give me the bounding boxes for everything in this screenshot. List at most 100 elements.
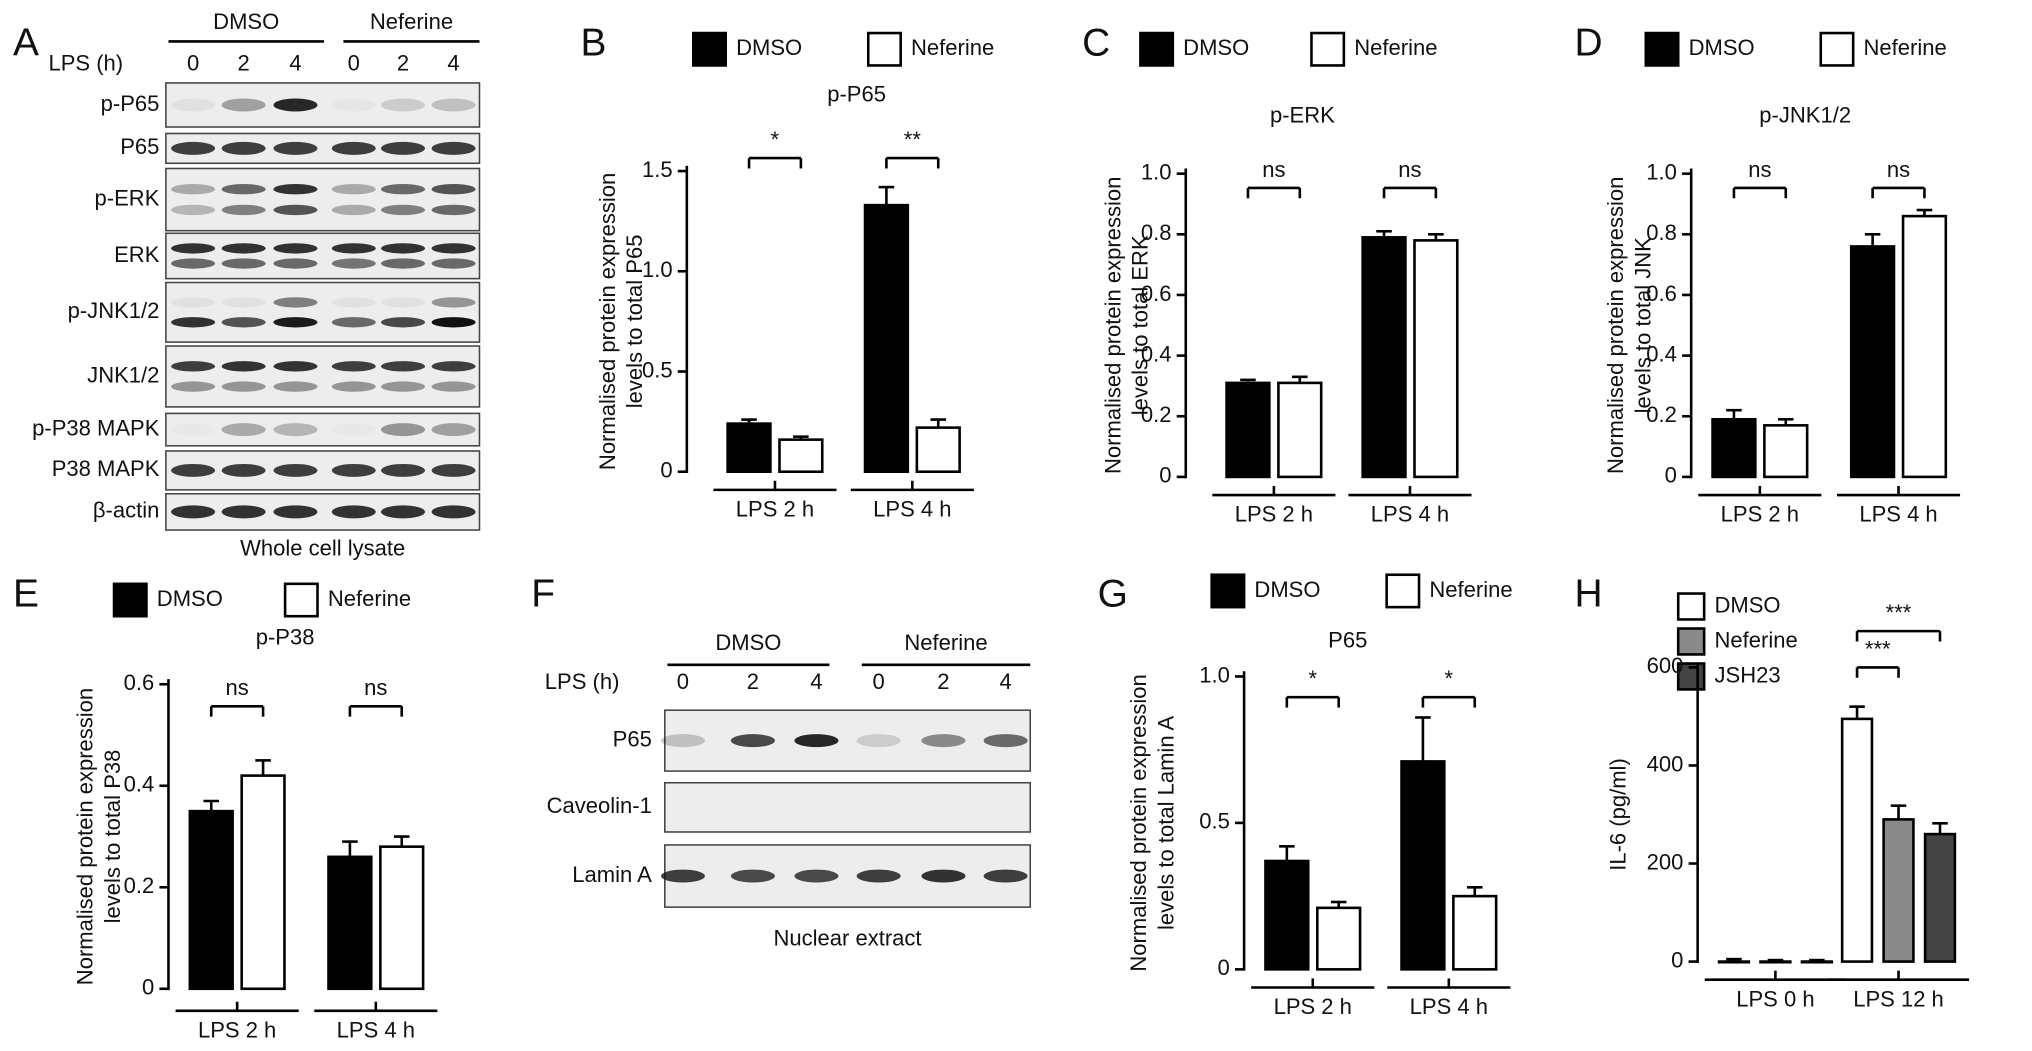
legend-label: DMSO — [1183, 35, 1249, 60]
x-tick-label: LPS 2 h — [736, 496, 814, 521]
band — [381, 98, 426, 112]
band — [431, 258, 476, 269]
legend-swatch — [1676, 592, 1706, 621]
row-label: β-actin — [93, 498, 159, 523]
y-tick-label: 0.6 — [1141, 281, 1172, 306]
band — [331, 243, 376, 254]
band — [221, 258, 266, 269]
chart-subtitle: p-P38 — [256, 625, 315, 650]
y-tick-label: 600 — [1647, 653, 1684, 678]
band — [381, 204, 426, 216]
band — [331, 204, 376, 216]
time: 4 — [289, 51, 301, 76]
band — [921, 869, 966, 883]
band — [273, 381, 318, 392]
sig-label: ns — [1887, 157, 1910, 182]
panel-letter: D — [1575, 22, 1603, 65]
time: 2 — [747, 669, 759, 694]
y-tick-label: 0 — [1665, 463, 1677, 488]
time: 2 — [937, 669, 949, 694]
y-tick-label: 0.6 — [1646, 281, 1677, 306]
sig-label: ns — [1748, 157, 1771, 182]
band — [273, 317, 318, 328]
band — [431, 297, 476, 308]
panel-letter: F — [531, 572, 555, 615]
chart-subtitle: P65 — [1328, 627, 1367, 652]
time: 0 — [873, 669, 885, 694]
y-axis-label: Normalised protein expression — [73, 688, 98, 985]
group-label: Neferine — [370, 9, 453, 34]
group-label: DMSO — [213, 9, 279, 34]
sig-label: * — [771, 127, 780, 152]
blot-strip — [165, 281, 481, 343]
chart-subtitle: p-ERK — [1270, 102, 1335, 127]
row-label: Caveolin-1 — [547, 793, 652, 818]
sig-label: ns — [1262, 157, 1285, 182]
time: 2 — [238, 51, 250, 76]
time-label: LPS (h) — [48, 51, 123, 76]
time: 4 — [447, 51, 459, 76]
band — [332, 98, 376, 111]
band — [381, 361, 426, 372]
x-tick-label: LPS 0 h — [1736, 986, 1814, 1011]
band — [381, 463, 426, 477]
band — [171, 297, 216, 308]
band — [431, 381, 476, 392]
band — [171, 243, 216, 254]
band — [730, 734, 775, 748]
blot-strip — [165, 412, 481, 447]
band — [431, 98, 476, 112]
y-tick-label: 0.5 — [1199, 809, 1230, 834]
row-label: P65 — [613, 726, 652, 751]
band — [794, 869, 839, 883]
sig-label: ** — [904, 127, 922, 152]
band — [273, 297, 318, 308]
legend-swatch — [1676, 627, 1706, 656]
blot-strip — [165, 232, 481, 280]
sig-label: ns — [1398, 157, 1421, 182]
band — [381, 505, 426, 519]
band — [381, 141, 426, 155]
band — [983, 869, 1028, 883]
panel-letter: C — [1082, 22, 1110, 65]
x-tick-label: LPS 2 h — [198, 1017, 276, 1042]
y-tick-label: 0.2 — [1141, 402, 1172, 427]
band — [221, 243, 266, 254]
y-axis-label: Normalised protein expression — [595, 173, 620, 470]
band — [381, 258, 426, 269]
bar — [1840, 717, 1874, 963]
bar — [1400, 760, 1446, 971]
bar — [1361, 236, 1407, 479]
band — [331, 297, 376, 308]
band — [431, 204, 476, 216]
row-label: P38 MAPK — [52, 456, 160, 481]
time: 2 — [397, 51, 409, 76]
legend-swatch — [112, 582, 148, 618]
row-label: p-JNK1/2 — [68, 298, 160, 323]
bar — [1264, 859, 1310, 971]
legend-label: Neferine — [1429, 577, 1512, 602]
band — [273, 204, 318, 216]
sig-label: *** — [1886, 600, 1912, 625]
row-label: ERK — [114, 242, 160, 267]
group-label: Neferine — [904, 630, 987, 655]
x-tick-label: LPS 4 h — [873, 496, 951, 521]
band — [171, 317, 216, 328]
row-label: p-P65 — [101, 91, 160, 116]
row-label: JNK1/2 — [87, 362, 159, 387]
y-axis-label: levels to total P65 — [622, 234, 647, 408]
x-tick-label: LPS 12 h — [1853, 986, 1944, 1011]
time: 4 — [810, 669, 822, 694]
bar — [1759, 960, 1792, 964]
legend-label: DMSO — [157, 586, 223, 611]
band — [332, 423, 376, 436]
band — [171, 381, 216, 392]
blot-strip — [165, 82, 481, 128]
band — [431, 184, 476, 195]
legend-swatch — [866, 31, 902, 67]
bar — [863, 203, 910, 474]
band — [221, 381, 266, 392]
legend-label: Neferine — [911, 35, 994, 60]
blot-strip — [165, 345, 481, 408]
